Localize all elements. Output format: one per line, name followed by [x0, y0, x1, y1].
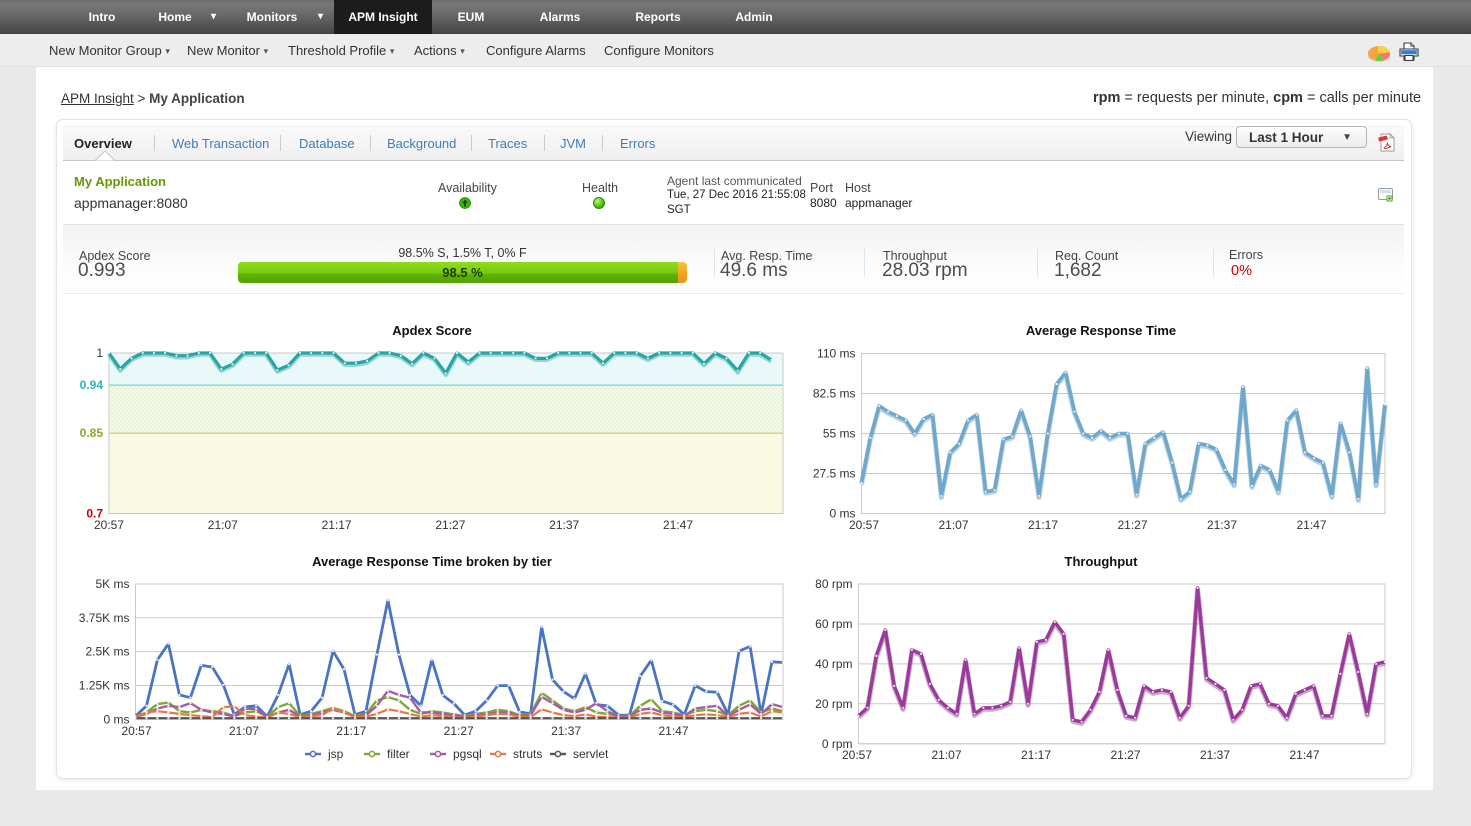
svg-text:21:27: 21:27 — [435, 518, 465, 532]
svg-text:21:37: 21:37 — [1207, 518, 1237, 532]
svg-text:27.5 ms: 27.5 ms — [813, 467, 856, 481]
svg-text:0 rpm: 0 rpm — [822, 737, 853, 751]
svg-text:0 ms: 0 ms — [829, 507, 855, 521]
svg-text:20:57: 20:57 — [94, 518, 124, 532]
svg-text:21:27: 21:27 — [444, 724, 474, 738]
svg-text:struts: struts — [513, 747, 542, 761]
svg-text:Apdex Score: Apdex Score — [392, 323, 471, 338]
svg-text:21:17: 21:17 — [1021, 748, 1051, 762]
svg-text:3.75K ms: 3.75K ms — [79, 611, 130, 625]
svg-text:21:37: 21:37 — [551, 724, 581, 738]
svg-text:0.85: 0.85 — [80, 426, 104, 440]
svg-text:0 ms: 0 ms — [103, 712, 129, 726]
svg-text:0.7: 0.7 — [86, 506, 103, 520]
svg-text:21:17: 21:17 — [1028, 518, 1058, 532]
svg-text:pgsql: pgsql — [453, 747, 482, 761]
svg-text:5K ms: 5K ms — [95, 577, 129, 591]
svg-text:21:47: 21:47 — [663, 518, 693, 532]
svg-text:80 rpm: 80 rpm — [815, 577, 852, 591]
svg-text:20:57: 20:57 — [121, 724, 151, 738]
svg-text:55 ms: 55 ms — [823, 427, 856, 441]
svg-text:20:57: 20:57 — [849, 518, 879, 532]
svg-text:21:47: 21:47 — [1296, 518, 1326, 532]
svg-text:filter: filter — [387, 747, 410, 761]
svg-text:1.25K ms: 1.25K ms — [79, 679, 130, 693]
svg-text:jsp: jsp — [327, 747, 344, 761]
svg-text:1: 1 — [96, 346, 103, 360]
svg-text:21:27: 21:27 — [1110, 748, 1140, 762]
svg-text:Throughput: Throughput — [1065, 554, 1139, 569]
svg-text:20:57: 20:57 — [842, 748, 872, 762]
svg-text:21:17: 21:17 — [336, 724, 366, 738]
svg-text:21:07: 21:07 — [931, 748, 961, 762]
svg-text:40 rpm: 40 rpm — [815, 657, 852, 671]
svg-text:82.5 ms: 82.5 ms — [813, 387, 856, 401]
svg-text:21:37: 21:37 — [1200, 748, 1230, 762]
svg-text:21:07: 21:07 — [208, 518, 238, 532]
svg-text:21:07: 21:07 — [229, 724, 259, 738]
svg-text:110 ms: 110 ms — [817, 347, 855, 361]
svg-text:0.94: 0.94 — [80, 378, 104, 392]
svg-text:21:47: 21:47 — [658, 724, 688, 738]
svg-text:21:07: 21:07 — [938, 518, 968, 532]
svg-text:21:47: 21:47 — [1289, 748, 1319, 762]
svg-text:21:17: 21:17 — [322, 518, 352, 532]
svg-text:20 rpm: 20 rpm — [815, 697, 852, 711]
svg-text:60 rpm: 60 rpm — [815, 617, 852, 631]
svg-text:2.5K ms: 2.5K ms — [85, 645, 129, 659]
svg-text:servlet: servlet — [573, 747, 609, 761]
svg-text:Average Response Time: Average Response Time — [1026, 323, 1176, 338]
svg-text:21:27: 21:27 — [1117, 518, 1147, 532]
svg-text:21:37: 21:37 — [549, 518, 579, 532]
svg-text:Average Response Time broken b: Average Response Time broken by tier — [312, 554, 552, 569]
